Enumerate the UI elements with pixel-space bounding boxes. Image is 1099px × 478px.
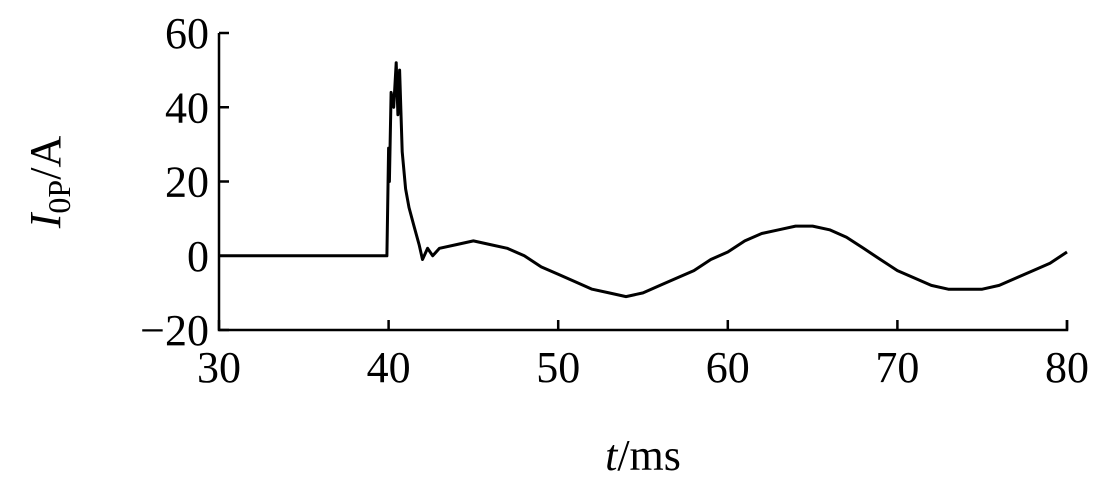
data-line — [219, 61, 1068, 299]
axis-line — [217, 33, 1069, 332]
x-label-unit: /ms — [617, 431, 681, 478]
x-axis-label: t/ms — [605, 431, 681, 478]
y-tick-label: 60 — [165, 9, 209, 58]
y-axis-label: I0P/A — [21, 136, 77, 230]
y-label-symbol: I — [21, 211, 70, 229]
y-tick-label: 40 — [165, 83, 209, 132]
x-tick-label: 50 — [536, 343, 580, 392]
y-tick-label: 20 — [165, 158, 209, 207]
x-tick-label: 40 — [367, 343, 411, 392]
y-label-subscript: 0P — [41, 180, 77, 214]
x-tick-label: 60 — [706, 343, 750, 392]
x-label-symbol: t — [605, 431, 619, 478]
y-label-unit: /A — [21, 136, 70, 180]
y-tick-label: 0 — [187, 232, 209, 281]
x-tick-label: 30 — [197, 343, 241, 392]
x-tick-label: 80 — [1045, 343, 1089, 392]
y-tick-label: −20 — [140, 306, 209, 355]
x-tick-label: 70 — [875, 343, 919, 392]
